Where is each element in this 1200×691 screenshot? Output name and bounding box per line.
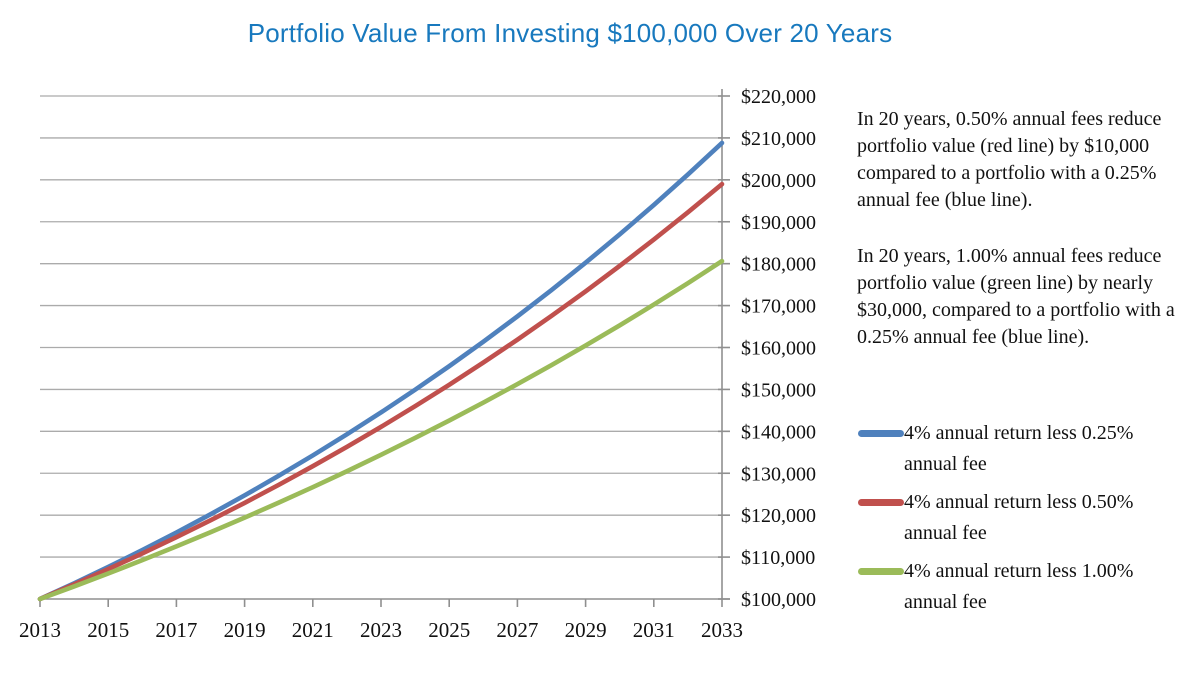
legend-label-fee-100: 4% annual return less 1.00% annual fee xyxy=(904,560,1134,613)
y-axis-label: $110,000 xyxy=(741,547,815,569)
chart-title: Portfolio Value From Investing $100,000 … xyxy=(247,18,893,48)
legend-swatch-red-icon xyxy=(858,499,904,506)
y-axis-label: $220,000 xyxy=(741,86,816,108)
annotation-fee-050: In 20 years, 0.50% annual fees reduce po… xyxy=(857,108,1162,211)
y-axis-label: $120,000 xyxy=(741,505,816,527)
x-axis-label: 2029 xyxy=(565,618,607,642)
y-axis-label: $160,000 xyxy=(741,338,816,360)
y-axis-label: $150,000 xyxy=(741,379,816,401)
x-axis-label: 2019 xyxy=(224,618,266,642)
legend-label-fee-025: 4% annual return less 0.25% annual fee xyxy=(904,422,1134,475)
y-axis-label: $130,000 xyxy=(741,463,816,485)
y-axis-label: $170,000 xyxy=(741,296,816,318)
series-line-2 xyxy=(37,181,725,602)
legend-item-fee-050: 4% annual return less 0.50% annual fee xyxy=(858,487,1198,549)
x-axis-label: 2013 xyxy=(19,618,61,642)
x-axis-label: 2021 xyxy=(292,618,334,642)
series-line-1 xyxy=(37,140,725,602)
x-axis-label: 2025 xyxy=(428,618,470,642)
legend: 4% annual return less 0.25% annual fee 4… xyxy=(858,418,1198,625)
x-axis-label: 2031 xyxy=(633,618,675,642)
legend-item-fee-100: 4% annual return less 1.00% annual fee xyxy=(858,556,1198,618)
y-axis-label: $210,000 xyxy=(741,128,816,150)
y-axis-label: $100,000 xyxy=(741,589,816,611)
legend-item-fee-025: 4% annual return less 0.25% annual fee xyxy=(858,418,1198,480)
y-axis-label: $180,000 xyxy=(741,254,816,276)
legend-swatch-green-icon xyxy=(858,568,904,575)
series-line-3 xyxy=(37,258,725,602)
x-axis-label: 2017 xyxy=(155,618,197,642)
x-axis-label: 2027 xyxy=(496,618,538,642)
legend-label-fee-050: 4% annual return less 0.50% annual fee xyxy=(904,491,1134,544)
x-axis-label: 2015 xyxy=(87,618,129,642)
legend-swatch-blue-icon xyxy=(858,430,904,437)
x-axis-label: 2033 xyxy=(701,618,743,642)
x-axis-label: 2023 xyxy=(360,618,402,642)
y-axis-label: $140,000 xyxy=(741,421,816,443)
y-axis-label: $200,000 xyxy=(741,170,816,192)
y-axis-label: $190,000 xyxy=(741,212,816,234)
annotation-fee-100: In 20 years, 1.00% annual fees reduce po… xyxy=(857,245,1175,348)
